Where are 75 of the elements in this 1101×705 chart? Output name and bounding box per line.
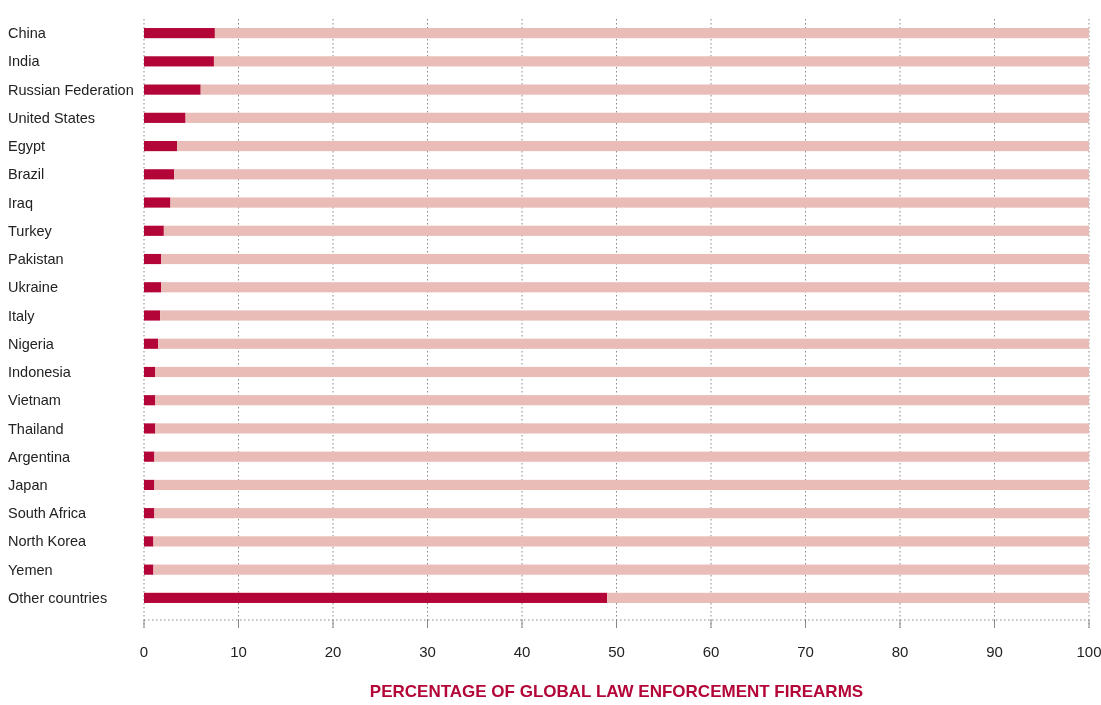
y-tick-label: Japan	[8, 477, 48, 493]
y-tick-label: South Africa	[8, 505, 88, 522]
y-tick-label: Turkey	[8, 222, 53, 239]
bar	[161, 253, 1089, 265]
bar	[160, 310, 1089, 321]
bar	[155, 395, 1089, 406]
bar	[200, 84, 1089, 95]
y-tick-label: India	[8, 53, 41, 70]
bar	[185, 112, 1089, 123]
bar	[144, 225, 164, 236]
bar	[144, 282, 162, 293]
y-tick-label: Ukraine	[8, 279, 58, 296]
bar	[144, 28, 215, 39]
bar	[144, 451, 155, 462]
bar	[155, 366, 1089, 378]
bar	[607, 592, 1089, 603]
x-tick-label: 20	[324, 643, 342, 661]
x-tick-label: 10	[230, 643, 247, 661]
y-tick-label: Egypt	[8, 138, 46, 155]
x-tick-label: 30	[419, 643, 436, 661]
bar	[144, 56, 214, 67]
x-axis-title: PERCENTAGE OF GLOBAL LAW ENFORCEMENT FIREARMS	[369, 682, 864, 701]
bar	[144, 310, 161, 321]
bar	[163, 225, 1089, 236]
bar	[144, 395, 156, 406]
x-tick-label: 40	[513, 643, 531, 661]
bar	[144, 84, 201, 95]
y-tick-label: Nigeria	[8, 335, 55, 352]
bar	[213, 56, 1089, 67]
bar	[154, 479, 1089, 491]
y-tick-label: Pakistan	[8, 251, 64, 268]
y-tick-label: United States	[8, 109, 96, 126]
bar	[144, 564, 154, 575]
bar	[144, 140, 178, 152]
x-tick-label: 60	[702, 643, 720, 661]
bar	[158, 338, 1089, 349]
bar	[214, 28, 1089, 39]
bar	[153, 536, 1089, 547]
bar	[144, 169, 175, 180]
y-tick-label: Argentina	[8, 448, 72, 465]
bar	[154, 508, 1089, 519]
y-tick-label: North Korea	[8, 533, 88, 550]
x-tick-label: 90	[986, 643, 1003, 661]
bar	[144, 423, 156, 434]
y-tick-label: China	[8, 25, 47, 42]
y-tick-label: Other countries	[8, 589, 108, 606]
y-tick-label: Vietnam	[8, 392, 61, 409]
bar	[144, 366, 156, 378]
bar	[144, 536, 154, 547]
bar	[154, 451, 1089, 462]
y-tick-label: Italy	[8, 307, 36, 324]
bar	[144, 197, 171, 208]
y-tick-label: Indonesia	[8, 364, 72, 381]
bar	[153, 564, 1089, 575]
bar	[174, 169, 1089, 180]
bar	[144, 112, 186, 123]
bar	[144, 592, 608, 603]
bar	[144, 479, 155, 491]
bar	[155, 423, 1089, 434]
bar	[144, 508, 155, 519]
bar	[177, 140, 1089, 152]
x-tick-label: 80	[891, 643, 909, 661]
y-tick-label: Iraq	[8, 194, 33, 211]
y-tick-label: Thailand	[8, 420, 64, 437]
y-tick-label: Russian Federation	[8, 81, 134, 98]
y-tick-label: Brazil	[8, 166, 45, 183]
x-tick-label: 0	[139, 643, 149, 661]
y-tick-label: Yemen	[8, 561, 53, 578]
x-tick-label: 70	[797, 643, 814, 661]
bar	[144, 338, 159, 349]
bar	[170, 197, 1089, 208]
bar	[144, 253, 162, 265]
bar	[161, 282, 1089, 293]
x-tick-label: 100	[1076, 643, 1101, 661]
x-tick-label: 50	[608, 643, 625, 661]
